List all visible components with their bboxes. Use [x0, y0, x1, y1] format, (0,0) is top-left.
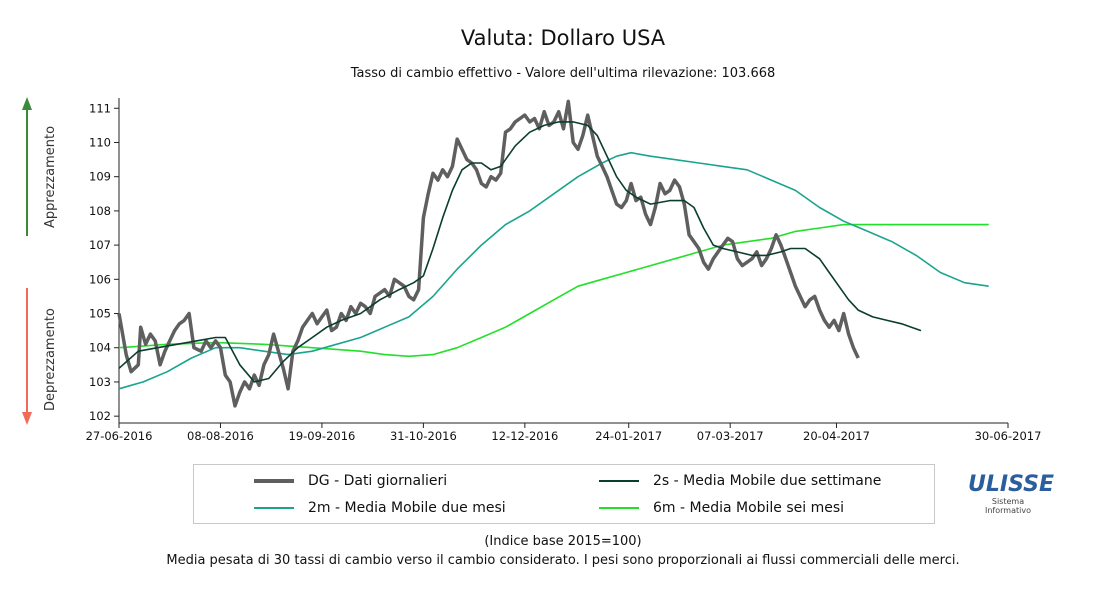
legend-swatch-2s — [599, 480, 639, 482]
y-tick-label: 107 — [89, 238, 111, 252]
footnote-index-base: (Indice base 2015=100) — [484, 534, 642, 549]
chart-subtitle: Tasso di cambio effettivo - Valore dell'… — [350, 66, 776, 81]
x-tick-label: 08-08-2016 — [187, 429, 254, 443]
depreciation-label: Deprezzamento — [43, 308, 58, 411]
x-tick-label: 07-03-2017 — [697, 429, 764, 443]
x-tick-label: 27-06-2016 — [86, 429, 153, 443]
y-tick-label: 109 — [89, 170, 111, 184]
legend-item-dg: DG - Dati giornalieri — [254, 473, 447, 489]
series-line-1 — [118, 121, 922, 383]
legend-label-dg: DG - Dati giornalieri — [308, 473, 448, 489]
series-lines — [117, 99, 989, 408]
logo-subtitle: Sistema Informativo — [968, 497, 1048, 515]
appreciation-label: Apprezzamento — [43, 126, 58, 228]
x-tick-label: 24-01-2017 — [595, 429, 662, 443]
chart-title: Valuta: Dollaro USA — [460, 26, 666, 50]
series-line-0 — [117, 99, 860, 408]
logo-sub-line2: Informativo — [985, 506, 1031, 515]
x-tick-label: 19-09-2016 — [289, 429, 356, 443]
y-ticks: 102 103 104 105 106 107 108 109 110 111 — [89, 101, 119, 423]
legend-swatch-6m — [599, 507, 639, 509]
logo-sub-line1: Sistema — [991, 497, 1025, 506]
legend-item-2s: 2s - Media Mobile due settimane — [599, 473, 881, 489]
legend: DG - Dati giornalieri 2s - Media Mobile … — [193, 464, 935, 524]
x-tick-label: 30-06-2017 — [975, 429, 1042, 443]
y-tick-label: 106 — [89, 272, 111, 286]
legend-item-6m: 6m - Media Mobile sei mesi — [599, 500, 844, 516]
legend-swatch-2m — [254, 507, 294, 509]
series-line-2 — [118, 151, 989, 390]
y-tick-label: 105 — [89, 307, 111, 321]
legend-label-2s: 2s - Media Mobile due settimane — [653, 473, 882, 489]
y-tick-label: 110 — [89, 135, 111, 149]
logo-wordmark: ULISSE — [968, 472, 1055, 497]
x-tick-label: 12-12-2016 — [491, 429, 558, 443]
legend-label-6m: 6m - Media Mobile sei mesi — [653, 500, 845, 516]
series-line-3 — [118, 223, 989, 358]
footnote-description: Media pesata di 30 tassi di cambio verso… — [166, 553, 960, 568]
x-tick-label: 31-10-2016 — [390, 429, 457, 443]
ulisse-logo: ULISSE Sistema Informativo — [968, 472, 1055, 515]
legend-item-2m: 2m - Media Mobile due mesi — [254, 500, 506, 516]
x-ticks: 27-06-2016 08-08-2016 19-09-2016 31-10-2016… — [86, 423, 1042, 443]
depreciation-arrow-head-icon — [22, 412, 32, 425]
y-tick-label: 111 — [89, 101, 111, 115]
legend-label-2m: 2m - Media Mobile due mesi — [308, 500, 506, 516]
y-tick-label: 108 — [89, 204, 111, 218]
y-tick-label: 103 — [89, 375, 111, 389]
appreciation-arrow-head-icon — [22, 97, 32, 110]
y-tick-label: 102 — [89, 409, 111, 423]
legend-swatch-dg — [254, 479, 294, 483]
x-tick-label: 20-04-2017 — [803, 429, 870, 443]
y-tick-label: 104 — [89, 341, 111, 355]
chart-canvas: Apprezzamento Deprezzamento 102 103 104 105… — [22, 97, 1042, 443]
